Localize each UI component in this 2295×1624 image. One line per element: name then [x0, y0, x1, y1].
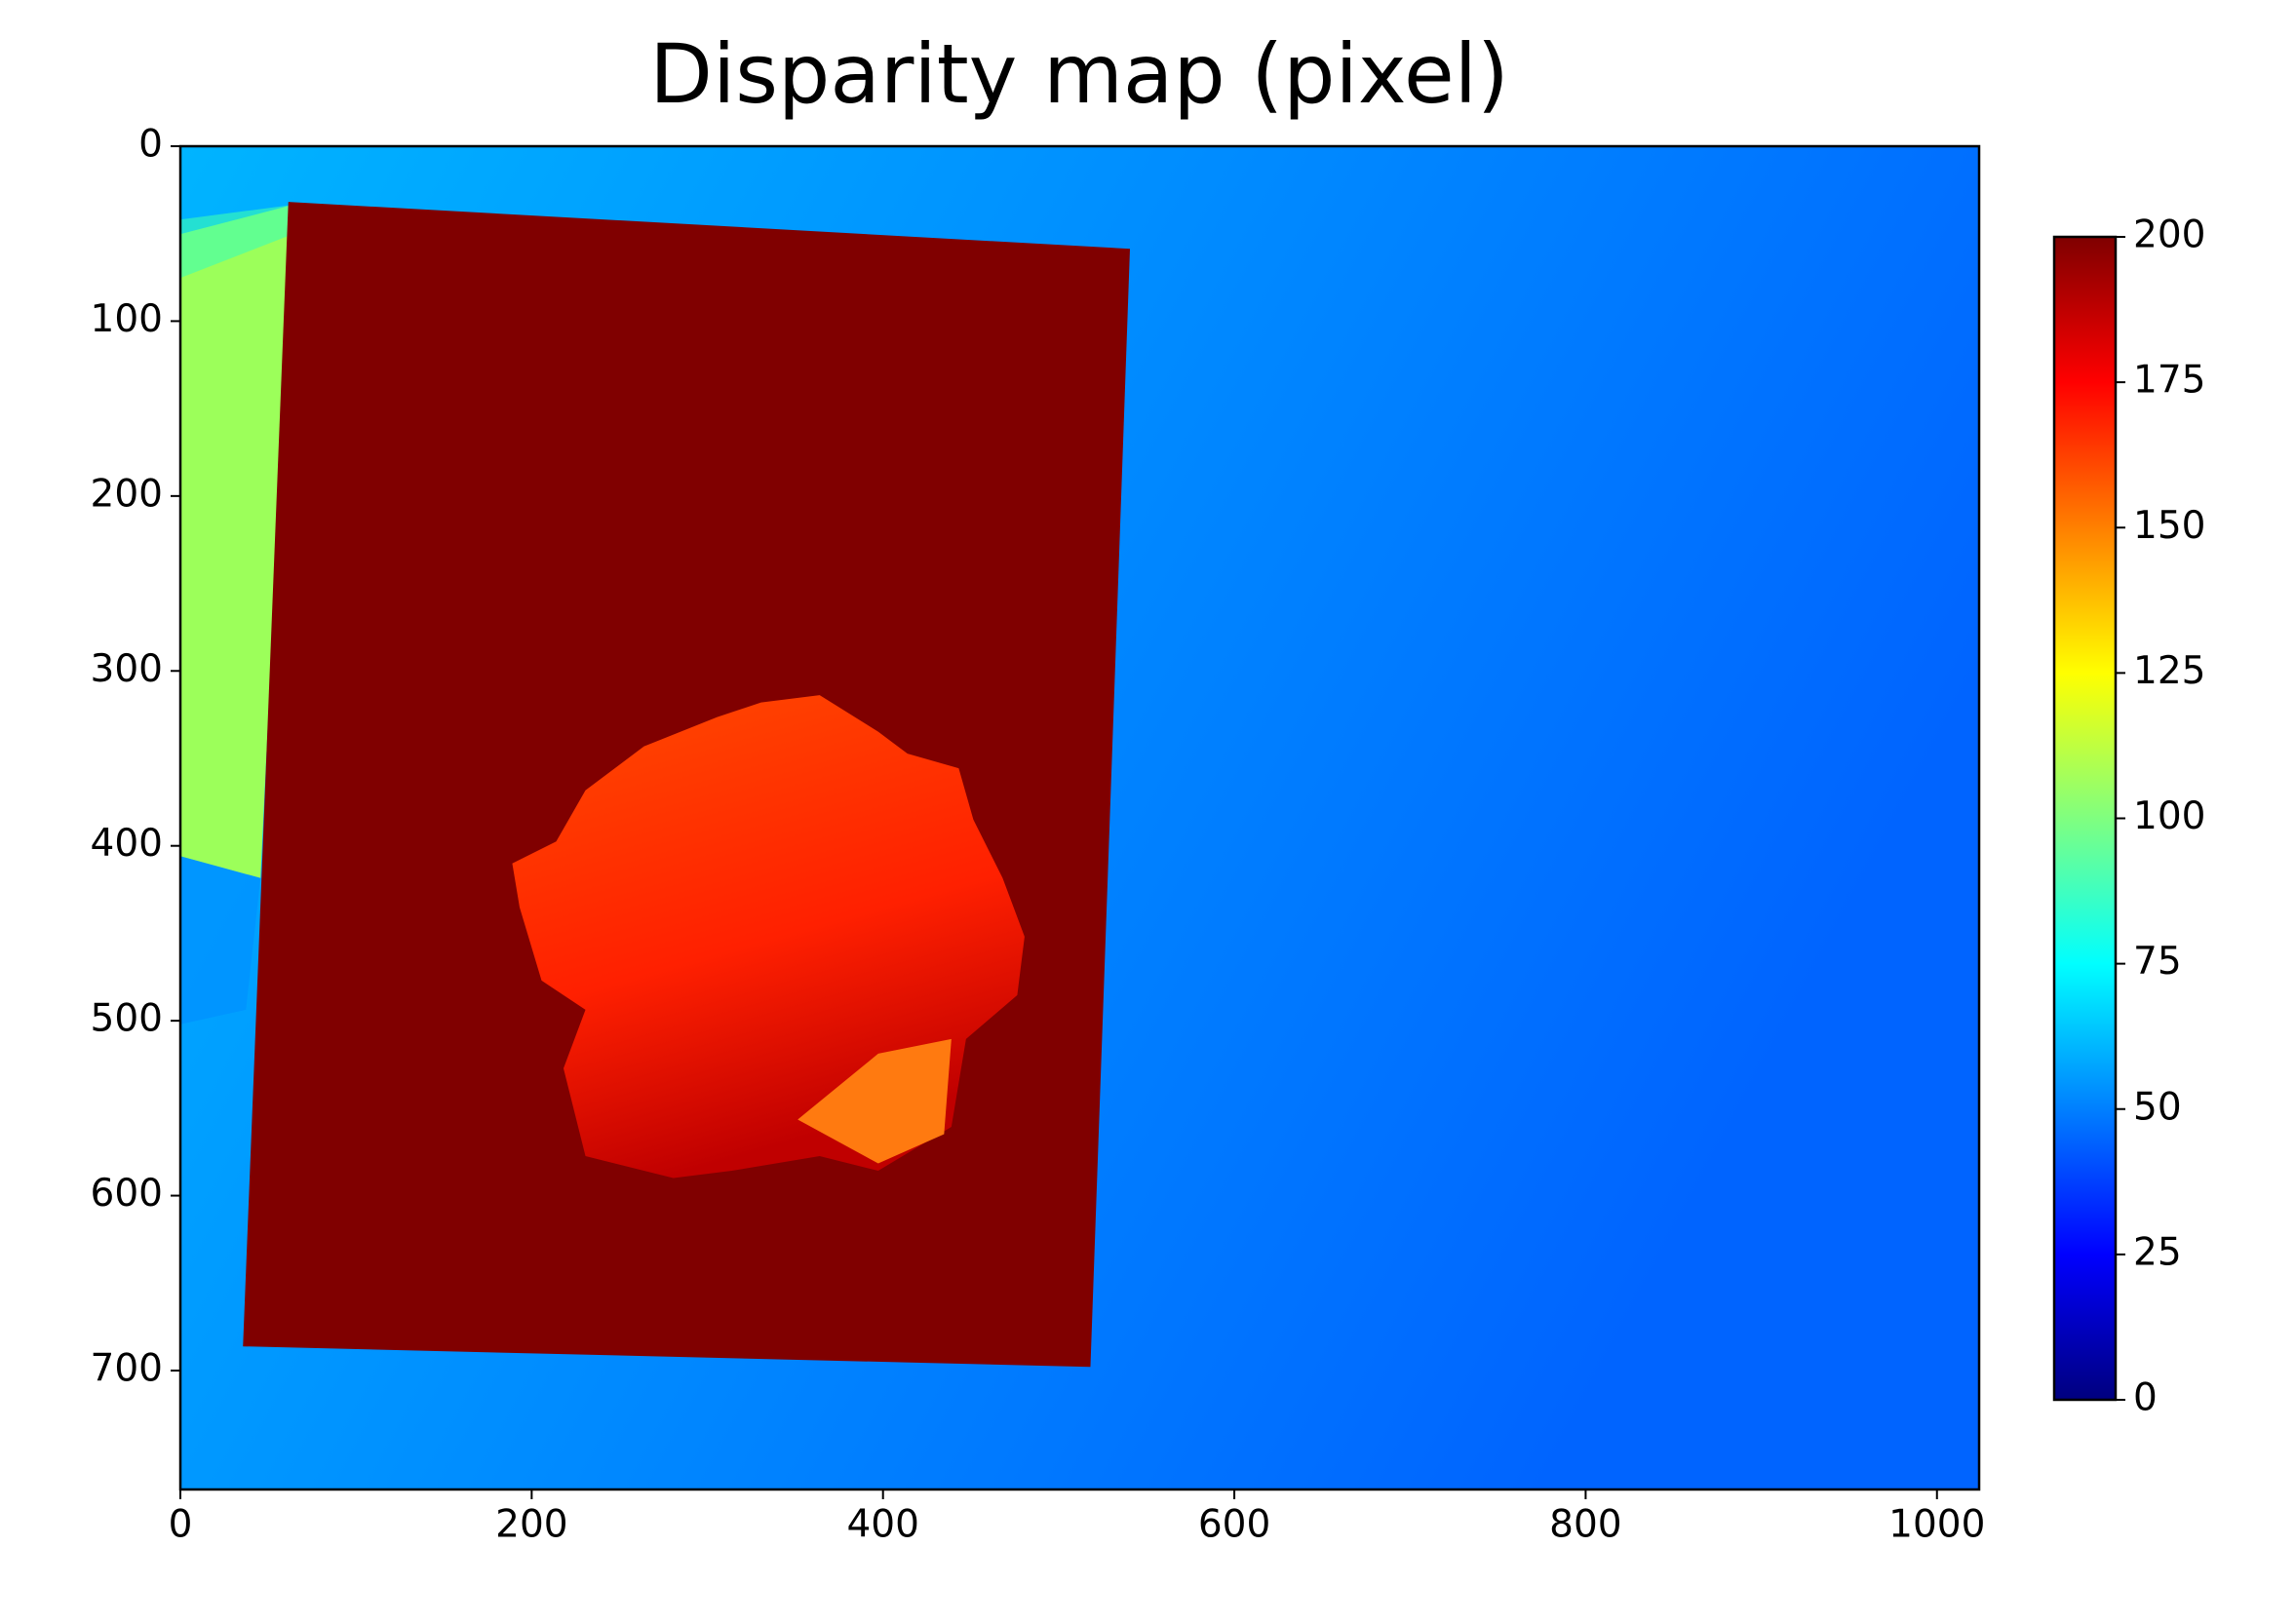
x-tick-label: 400 [846, 1503, 918, 1547]
disparity-image [179, 146, 1979, 1490]
x-tick-label: 200 [495, 1503, 567, 1547]
y-tick-label: 400 [91, 822, 163, 866]
plot-frame [178, 144, 1981, 1491]
colorbar [2052, 235, 2118, 1402]
x-tick-label: 600 [1198, 1503, 1270, 1547]
colorbar-tick-label: 0 [2133, 1376, 2158, 1420]
chart-title: Disparity map (pixel) [649, 26, 1508, 122]
colorbar-tick-label: 100 [2133, 794, 2205, 838]
y-tick-label: 500 [91, 997, 163, 1041]
colorbar-tick-label: 25 [2133, 1230, 2182, 1274]
x-tick-label: 1000 [1888, 1503, 1985, 1547]
y-tick-label: 200 [91, 472, 163, 516]
x-tick-label: 800 [1549, 1503, 1621, 1547]
y-tick-label: 100 [91, 297, 163, 341]
colorbar-tick-label: 125 [2133, 649, 2205, 693]
y-tick-label: 0 [138, 123, 163, 167]
colorbar-tick-label: 175 [2133, 359, 2205, 403]
y-tick-label: 600 [91, 1172, 163, 1216]
x-tick-label: 0 [169, 1503, 193, 1547]
y-tick-label: 300 [91, 647, 163, 691]
colorbar-tick-label: 200 [2133, 213, 2205, 257]
colorbar-tick-label: 50 [2133, 1085, 2182, 1129]
colorbar-tick-label: 75 [2133, 940, 2182, 984]
colorbar-tick-label: 150 [2133, 504, 2205, 548]
y-tick-label: 700 [91, 1346, 163, 1390]
